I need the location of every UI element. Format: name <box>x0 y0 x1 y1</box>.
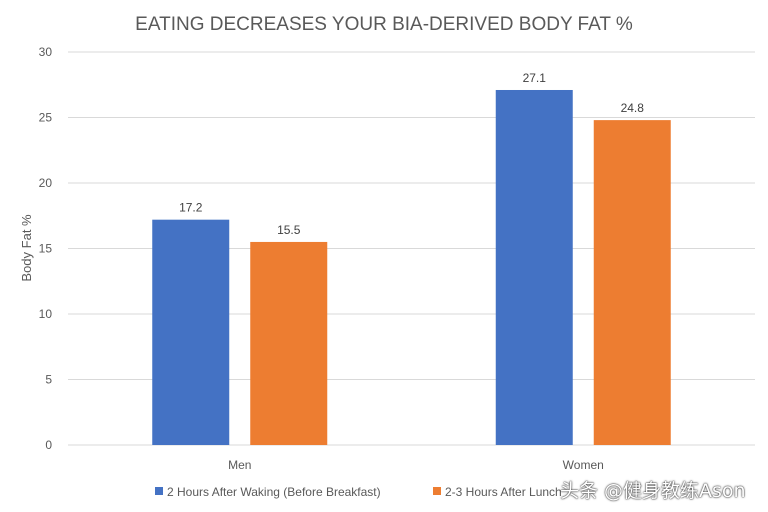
legend-label: 2 Hours After Waking (Before Breakfast) <box>167 485 381 499</box>
bar <box>593 120 671 446</box>
y-tick-label: 10 <box>39 307 53 321</box>
y-tick-label: 15 <box>39 242 53 256</box>
y-tick-label: 5 <box>45 373 52 387</box>
y-tick-label: 30 <box>39 45 53 59</box>
watermark: 头条 @健身教练Ason <box>560 480 746 502</box>
data-label: 24.8 <box>621 101 645 115</box>
data-label: 15.5 <box>277 223 301 237</box>
bar <box>250 241 328 445</box>
y-tick-label: 20 <box>39 176 53 190</box>
data-label: 27.1 <box>523 71 547 85</box>
chart-title: EATING DECREASES YOUR BIA-DERIVED BODY F… <box>135 14 633 35</box>
legend-swatch <box>155 487 163 495</box>
x-tick-label: Men <box>228 458 251 472</box>
x-tick-label: Women <box>563 458 604 472</box>
y-axis-label: Body Fat % <box>19 214 34 282</box>
data-label: 17.2 <box>179 201 203 215</box>
bar <box>495 89 573 446</box>
legend-label: 2-3 Hours After Lunch <box>445 485 562 499</box>
legend-swatch <box>433 487 441 495</box>
bar <box>152 219 230 445</box>
y-tick-label: 25 <box>39 111 53 125</box>
y-tick-label: 0 <box>45 438 52 452</box>
